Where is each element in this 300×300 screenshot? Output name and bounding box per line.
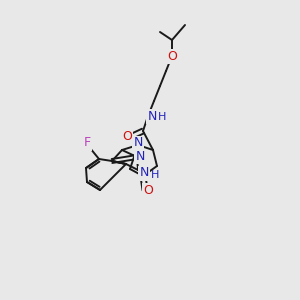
Text: O: O bbox=[167, 50, 177, 62]
Text: H: H bbox=[151, 170, 159, 180]
Text: N: N bbox=[133, 136, 143, 149]
Text: N: N bbox=[139, 167, 149, 179]
Text: O: O bbox=[122, 130, 132, 143]
Text: H: H bbox=[158, 112, 166, 122]
Text: F: F bbox=[83, 136, 91, 149]
Text: N: N bbox=[135, 149, 145, 163]
Text: O: O bbox=[143, 184, 153, 196]
Text: N: N bbox=[147, 110, 157, 122]
